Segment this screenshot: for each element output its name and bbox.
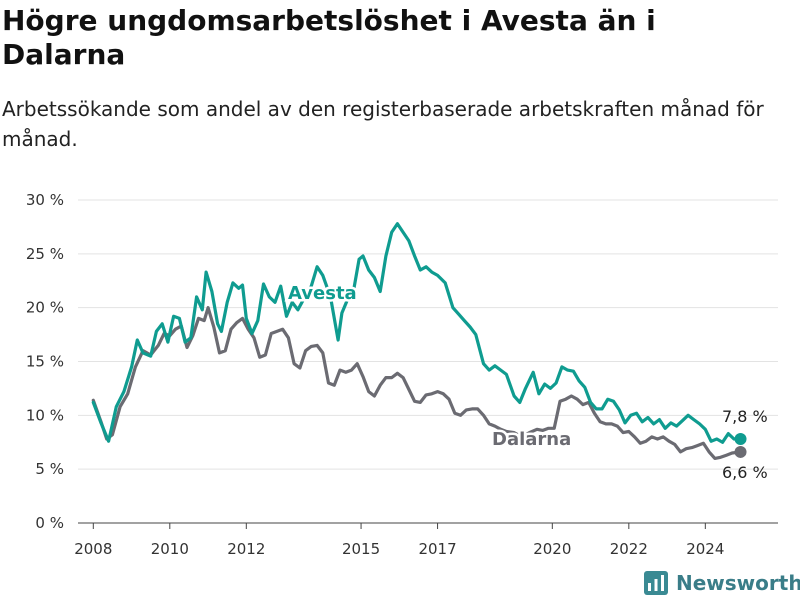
x-tick-label: 2015 xyxy=(342,540,380,558)
series-line-avesta xyxy=(91,222,743,444)
y-tick-label: 5 % xyxy=(35,460,64,478)
brand-name: Newsworthy xyxy=(676,571,800,595)
end-label-dalarna: 6,6 % xyxy=(722,463,768,482)
chart-subtitle: Arbetssökande som andel av den registerb… xyxy=(2,97,764,151)
x-tick-label: 2024 xyxy=(686,540,724,558)
y-tick-label: 10 % xyxy=(26,406,64,424)
end-point-dalarna xyxy=(734,445,747,458)
y-tick-label: 15 % xyxy=(26,353,64,371)
series-lines xyxy=(91,222,747,460)
series-labels: Avesta Dalarna 7,8 % 6,6 % xyxy=(286,281,768,483)
gridlines xyxy=(78,199,778,524)
x-tick-label: 2020 xyxy=(533,540,571,558)
series-label-dalarna: Dalarna xyxy=(492,429,571,450)
x-tick-label: 2017 xyxy=(418,540,456,558)
series-label-avesta: Avesta xyxy=(288,283,357,304)
bar-chart-logo-icon xyxy=(644,571,668,595)
end-label-avesta: 7,8 % xyxy=(722,407,768,426)
end-point-avesta xyxy=(734,433,747,446)
y-axis: 0 % 5 % 10 % 15 % 20 % 25 % 30 % xyxy=(26,191,64,532)
brand-logo: Newsworthy xyxy=(644,568,800,598)
series-line-dalarna xyxy=(91,306,743,460)
y-tick-label: 0 % xyxy=(35,514,64,532)
x-axis: 2008 2010 2012 2015 2017 2020 2022 2024 xyxy=(74,522,778,558)
y-tick-label: 30 % xyxy=(26,191,64,209)
x-tick-label: 2022 xyxy=(610,540,648,558)
x-tick-label: 2012 xyxy=(227,540,265,558)
x-tick-label: 2010 xyxy=(151,540,189,558)
y-tick-label: 20 % xyxy=(26,299,64,317)
x-tick-label: 2008 xyxy=(74,540,112,558)
chart-title: Högre ungdomsarbetslöshet i Avesta än i … xyxy=(2,4,656,71)
y-tick-label: 25 % xyxy=(26,245,64,263)
